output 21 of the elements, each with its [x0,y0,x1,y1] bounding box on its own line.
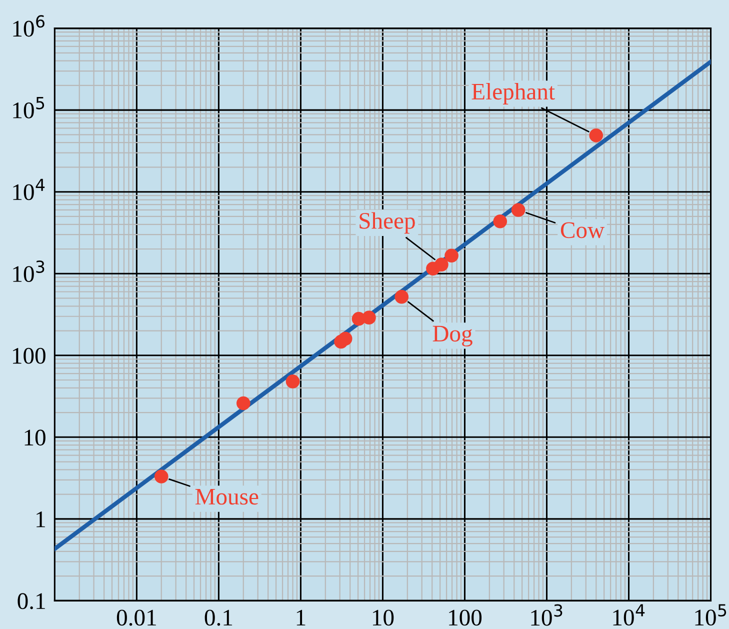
y-tick-label: 1 [36,512,45,528]
y-tick-label: 10$^{6}$ [13,15,44,37]
x-tick-label: 10$^{3}$ [531,604,562,626]
annotation: Elephant [472,83,555,104]
x-tick-label: 1 [296,610,306,626]
y-tick-label: 10$^{5}$ [13,97,44,118]
y-tick-label: 100 [13,348,46,364]
annotation: Cow [560,222,604,238]
annotation: Sheep [360,212,415,234]
annotation: Mouse [195,488,258,505]
x-tick-label: 0.01 [116,610,156,626]
x-tick-label: 10$^{4}$ [613,604,645,626]
y-tick-label: 10 [24,430,46,446]
annotation: Dog [432,326,472,346]
x-tick-label: 10 [372,610,394,626]
x-tick-label: 100 [449,610,482,626]
y-tick-label: 10$^{3}$ [13,260,44,282]
x-tick-label: 0.1 [204,610,232,626]
y-tick-label: 10$^{4}$ [13,178,45,200]
x-tick-label: 10$^{5}$ [695,604,726,626]
y-tick-label: 0.1 [18,593,45,610]
